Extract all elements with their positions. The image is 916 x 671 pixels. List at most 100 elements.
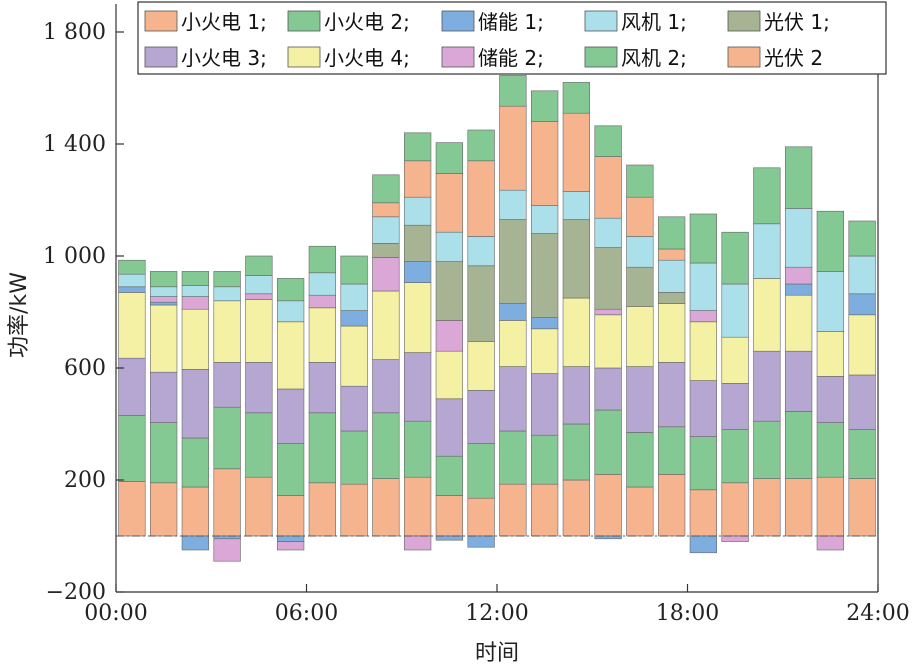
legend-box bbox=[137, 1, 887, 75]
bar-segment bbox=[657, 362, 686, 428]
bar-segment bbox=[435, 261, 464, 321]
bar-segment bbox=[657, 259, 686, 293]
bar-segment bbox=[372, 216, 400, 244]
bar-segment bbox=[530, 233, 559, 318]
legend-label: 光伏 2 bbox=[764, 46, 823, 70]
bar-segment bbox=[276, 321, 305, 390]
bar-segment bbox=[308, 245, 337, 274]
bar-segment bbox=[626, 164, 654, 198]
bar-segment bbox=[721, 383, 749, 430]
bar-segment bbox=[816, 331, 845, 377]
bar-segment bbox=[308, 412, 337, 484]
bar-segment bbox=[657, 303, 686, 363]
bar-segment bbox=[530, 317, 559, 330]
bar-segment bbox=[594, 367, 622, 411]
bar-segment bbox=[499, 483, 527, 537]
bar-segment bbox=[689, 380, 718, 437]
y-tick-label: −200 bbox=[46, 580, 106, 605]
bar-segment bbox=[562, 366, 591, 425]
bar-segment bbox=[689, 436, 718, 491]
bar-segment bbox=[594, 308, 622, 316]
bar-segment bbox=[784, 478, 813, 537]
bar-segment bbox=[689, 310, 718, 323]
bar-segment bbox=[467, 341, 495, 391]
bar-segment bbox=[435, 455, 464, 496]
bar-segment bbox=[816, 271, 845, 332]
bar-segment bbox=[181, 285, 210, 297]
bar-segment bbox=[403, 535, 432, 551]
bar-segment bbox=[689, 535, 718, 554]
legend-label: 小火电 2; bbox=[324, 10, 410, 34]
bar-segment bbox=[562, 479, 591, 537]
axes-group: −200 200 600 1 000 1 400 1 800 00:00 06:00 12:00… bbox=[43, 4, 910, 626]
bar-segment bbox=[213, 286, 241, 302]
bar-segment bbox=[340, 430, 368, 485]
bar-segment bbox=[753, 278, 781, 352]
bar-segment bbox=[657, 474, 686, 537]
legend-swatch bbox=[727, 46, 761, 68]
bar-segment bbox=[340, 283, 368, 311]
bar-segment bbox=[848, 255, 876, 295]
legend-swatch bbox=[584, 10, 618, 32]
bar-segment bbox=[403, 160, 432, 198]
bar-segment bbox=[689, 213, 718, 264]
bar-segment bbox=[467, 265, 495, 342]
x-tick-label: 06:00 bbox=[275, 601, 338, 626]
bar-segment bbox=[276, 300, 305, 323]
bar-segment bbox=[276, 535, 305, 542]
legend-swatch bbox=[287, 46, 321, 68]
bar-segment bbox=[657, 292, 686, 304]
bar-segment bbox=[181, 486, 210, 537]
bar-segment bbox=[594, 247, 622, 310]
bar-segment bbox=[657, 248, 686, 261]
bar-segment bbox=[499, 105, 527, 191]
bar-segment bbox=[403, 132, 432, 162]
bar-segment bbox=[340, 385, 368, 432]
bar-segment bbox=[403, 476, 432, 537]
x-tick-label: 00:00 bbox=[84, 601, 147, 626]
bar-segment bbox=[435, 398, 464, 457]
bar-segment bbox=[499, 366, 527, 432]
bar-segment bbox=[245, 255, 273, 276]
bar-segment bbox=[181, 369, 210, 439]
bar-segment bbox=[213, 468, 241, 537]
bar-segment bbox=[562, 112, 591, 192]
bar-segment bbox=[403, 261, 432, 283]
bar-segment bbox=[499, 75, 527, 107]
bar-segment bbox=[816, 535, 845, 551]
bar-segment bbox=[594, 409, 622, 475]
bar-segment bbox=[753, 223, 781, 279]
bar-segment bbox=[848, 314, 876, 376]
bar-segment bbox=[784, 266, 813, 285]
bar-segment bbox=[213, 406, 241, 470]
bar-segment bbox=[753, 420, 781, 479]
bar-segment bbox=[372, 174, 400, 204]
bar-segment bbox=[467, 236, 495, 267]
bar-segment bbox=[372, 243, 400, 258]
bar-segment bbox=[372, 359, 400, 414]
bar-segment bbox=[499, 303, 527, 321]
bar-segment bbox=[530, 434, 559, 485]
bar-segment bbox=[340, 483, 368, 537]
bar-segment bbox=[499, 320, 527, 367]
bar-segment bbox=[149, 301, 178, 306]
bar-segment bbox=[467, 497, 495, 537]
bar-segment bbox=[816, 422, 845, 478]
bar-segment bbox=[403, 352, 432, 422]
legend-swatch bbox=[584, 46, 618, 68]
bar-segment bbox=[499, 189, 527, 220]
bar-segment bbox=[626, 266, 654, 307]
bar-segment bbox=[276, 495, 305, 537]
bar-segment bbox=[848, 429, 876, 479]
bar-segment bbox=[181, 535, 210, 551]
bar-segment bbox=[181, 437, 210, 488]
bar-segment bbox=[276, 278, 305, 302]
bar-segment bbox=[276, 541, 305, 551]
bar-segment bbox=[848, 220, 876, 257]
bar-segment bbox=[848, 374, 876, 430]
legend-swatch bbox=[144, 46, 178, 68]
legend-label: 小火电 1; bbox=[181, 10, 267, 34]
bar-segment bbox=[149, 271, 178, 288]
bar-segment bbox=[149, 371, 178, 423]
bar-segment bbox=[530, 121, 559, 206]
